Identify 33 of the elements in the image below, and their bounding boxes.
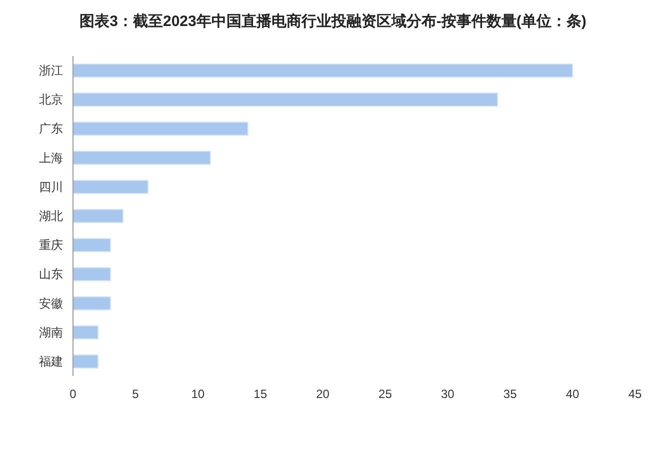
bar [72, 208, 124, 224]
bar [72, 64, 574, 78]
bar [72, 354, 98, 368]
bar [72, 92, 498, 107]
x-tick-label: 15 [254, 387, 268, 401]
bar [72, 180, 148, 194]
x-tick-label: 30 [440, 387, 455, 401]
y-tick-label: 福建 [39, 354, 63, 368]
x-tick-label: 45 [628, 387, 642, 401]
y-tick-label: 湖南 [39, 325, 63, 340]
y-tick-label: 广东 [39, 122, 63, 136]
y-tick-label: 湖北 [39, 209, 63, 223]
y-tick-label: 安徽 [39, 296, 63, 310]
y-tick-label: 上海 [39, 150, 63, 165]
x-tick-label: 0 [70, 387, 77, 401]
x-tick-label: 20 [316, 387, 330, 401]
y-tick-label: 山东 [39, 267, 63, 282]
y-tick-label: 北京 [39, 92, 63, 107]
x-tick-label: 25 [378, 387, 392, 401]
x-tick-label: 35 [503, 387, 518, 401]
bar [72, 122, 248, 136]
chart-title: 图表3：截至2023年中国直播电商行业投融资区域分布-按事件数量(单位：条) [80, 12, 586, 30]
bar [72, 325, 98, 340]
x-tick-label: 5 [132, 387, 140, 401]
y-tick-label: 四川 [39, 180, 63, 194]
bar [72, 150, 211, 165]
y-tick-label: 重庆 [39, 238, 63, 252]
y-tick-label: 浙江 [39, 64, 63, 78]
x-tick-label: 40 [566, 387, 580, 401]
bar [72, 296, 111, 310]
bar [72, 238, 111, 252]
bar [72, 267, 111, 282]
x-tick-label: 10 [191, 387, 205, 401]
